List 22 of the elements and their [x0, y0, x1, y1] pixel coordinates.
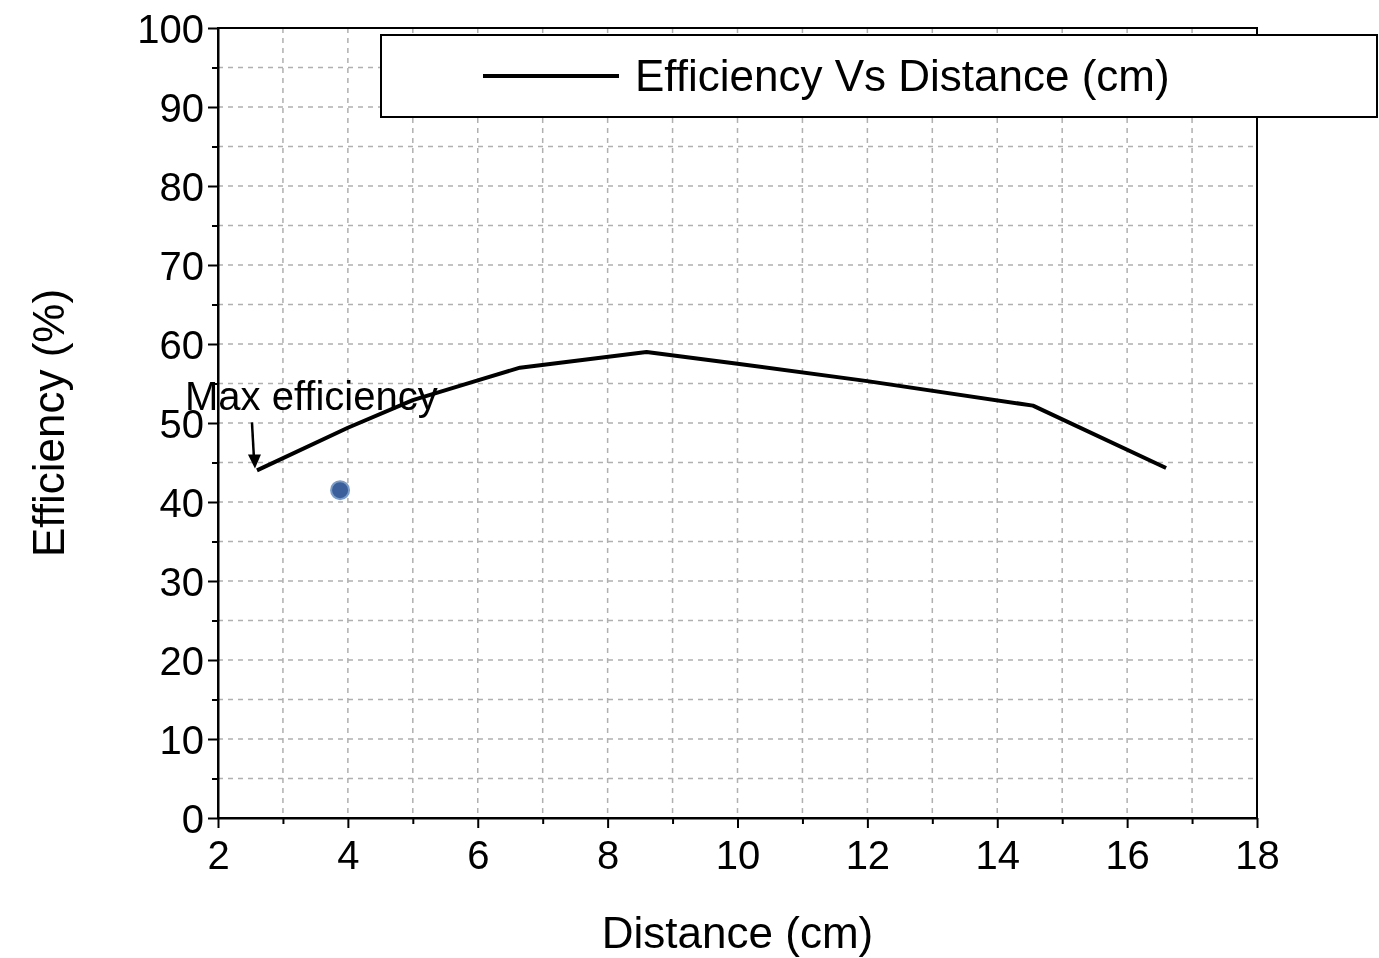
x-tick-label: 14 — [975, 833, 1020, 877]
y-tick-label: 40 — [159, 480, 204, 525]
y-tick-label: 0 — [181, 796, 204, 841]
y-tick-label: 30 — [159, 559, 204, 604]
y-tick-label: 80 — [159, 164, 204, 209]
x-tick-label: 8 — [597, 833, 620, 877]
y-axis-title: Efficiency (%) — [24, 288, 73, 558]
x-tick-label: 16 — [1105, 833, 1150, 877]
y-tick-label: 90 — [159, 85, 204, 130]
y-tick-label: 100 — [137, 6, 204, 51]
legend-label: Efficiency Vs Distance (cm) — [635, 51, 1170, 101]
x-tick-label: 6 — [467, 833, 490, 877]
x-tick-label: 10 — [715, 833, 761, 877]
x-tick-label: 4 — [337, 833, 360, 877]
y-tick-label: 70 — [159, 243, 204, 288]
x-tick-label: 12 — [845, 833, 891, 877]
y-tick-label: 60 — [159, 322, 204, 367]
y-tick-label: 20 — [159, 638, 204, 683]
x-tick-label: 2 — [207, 833, 230, 877]
x-tick-label: 18 — [1235, 833, 1280, 877]
x-axis-title: Distance (cm) — [601, 908, 874, 957]
y-tick-label: 10 — [159, 717, 204, 762]
